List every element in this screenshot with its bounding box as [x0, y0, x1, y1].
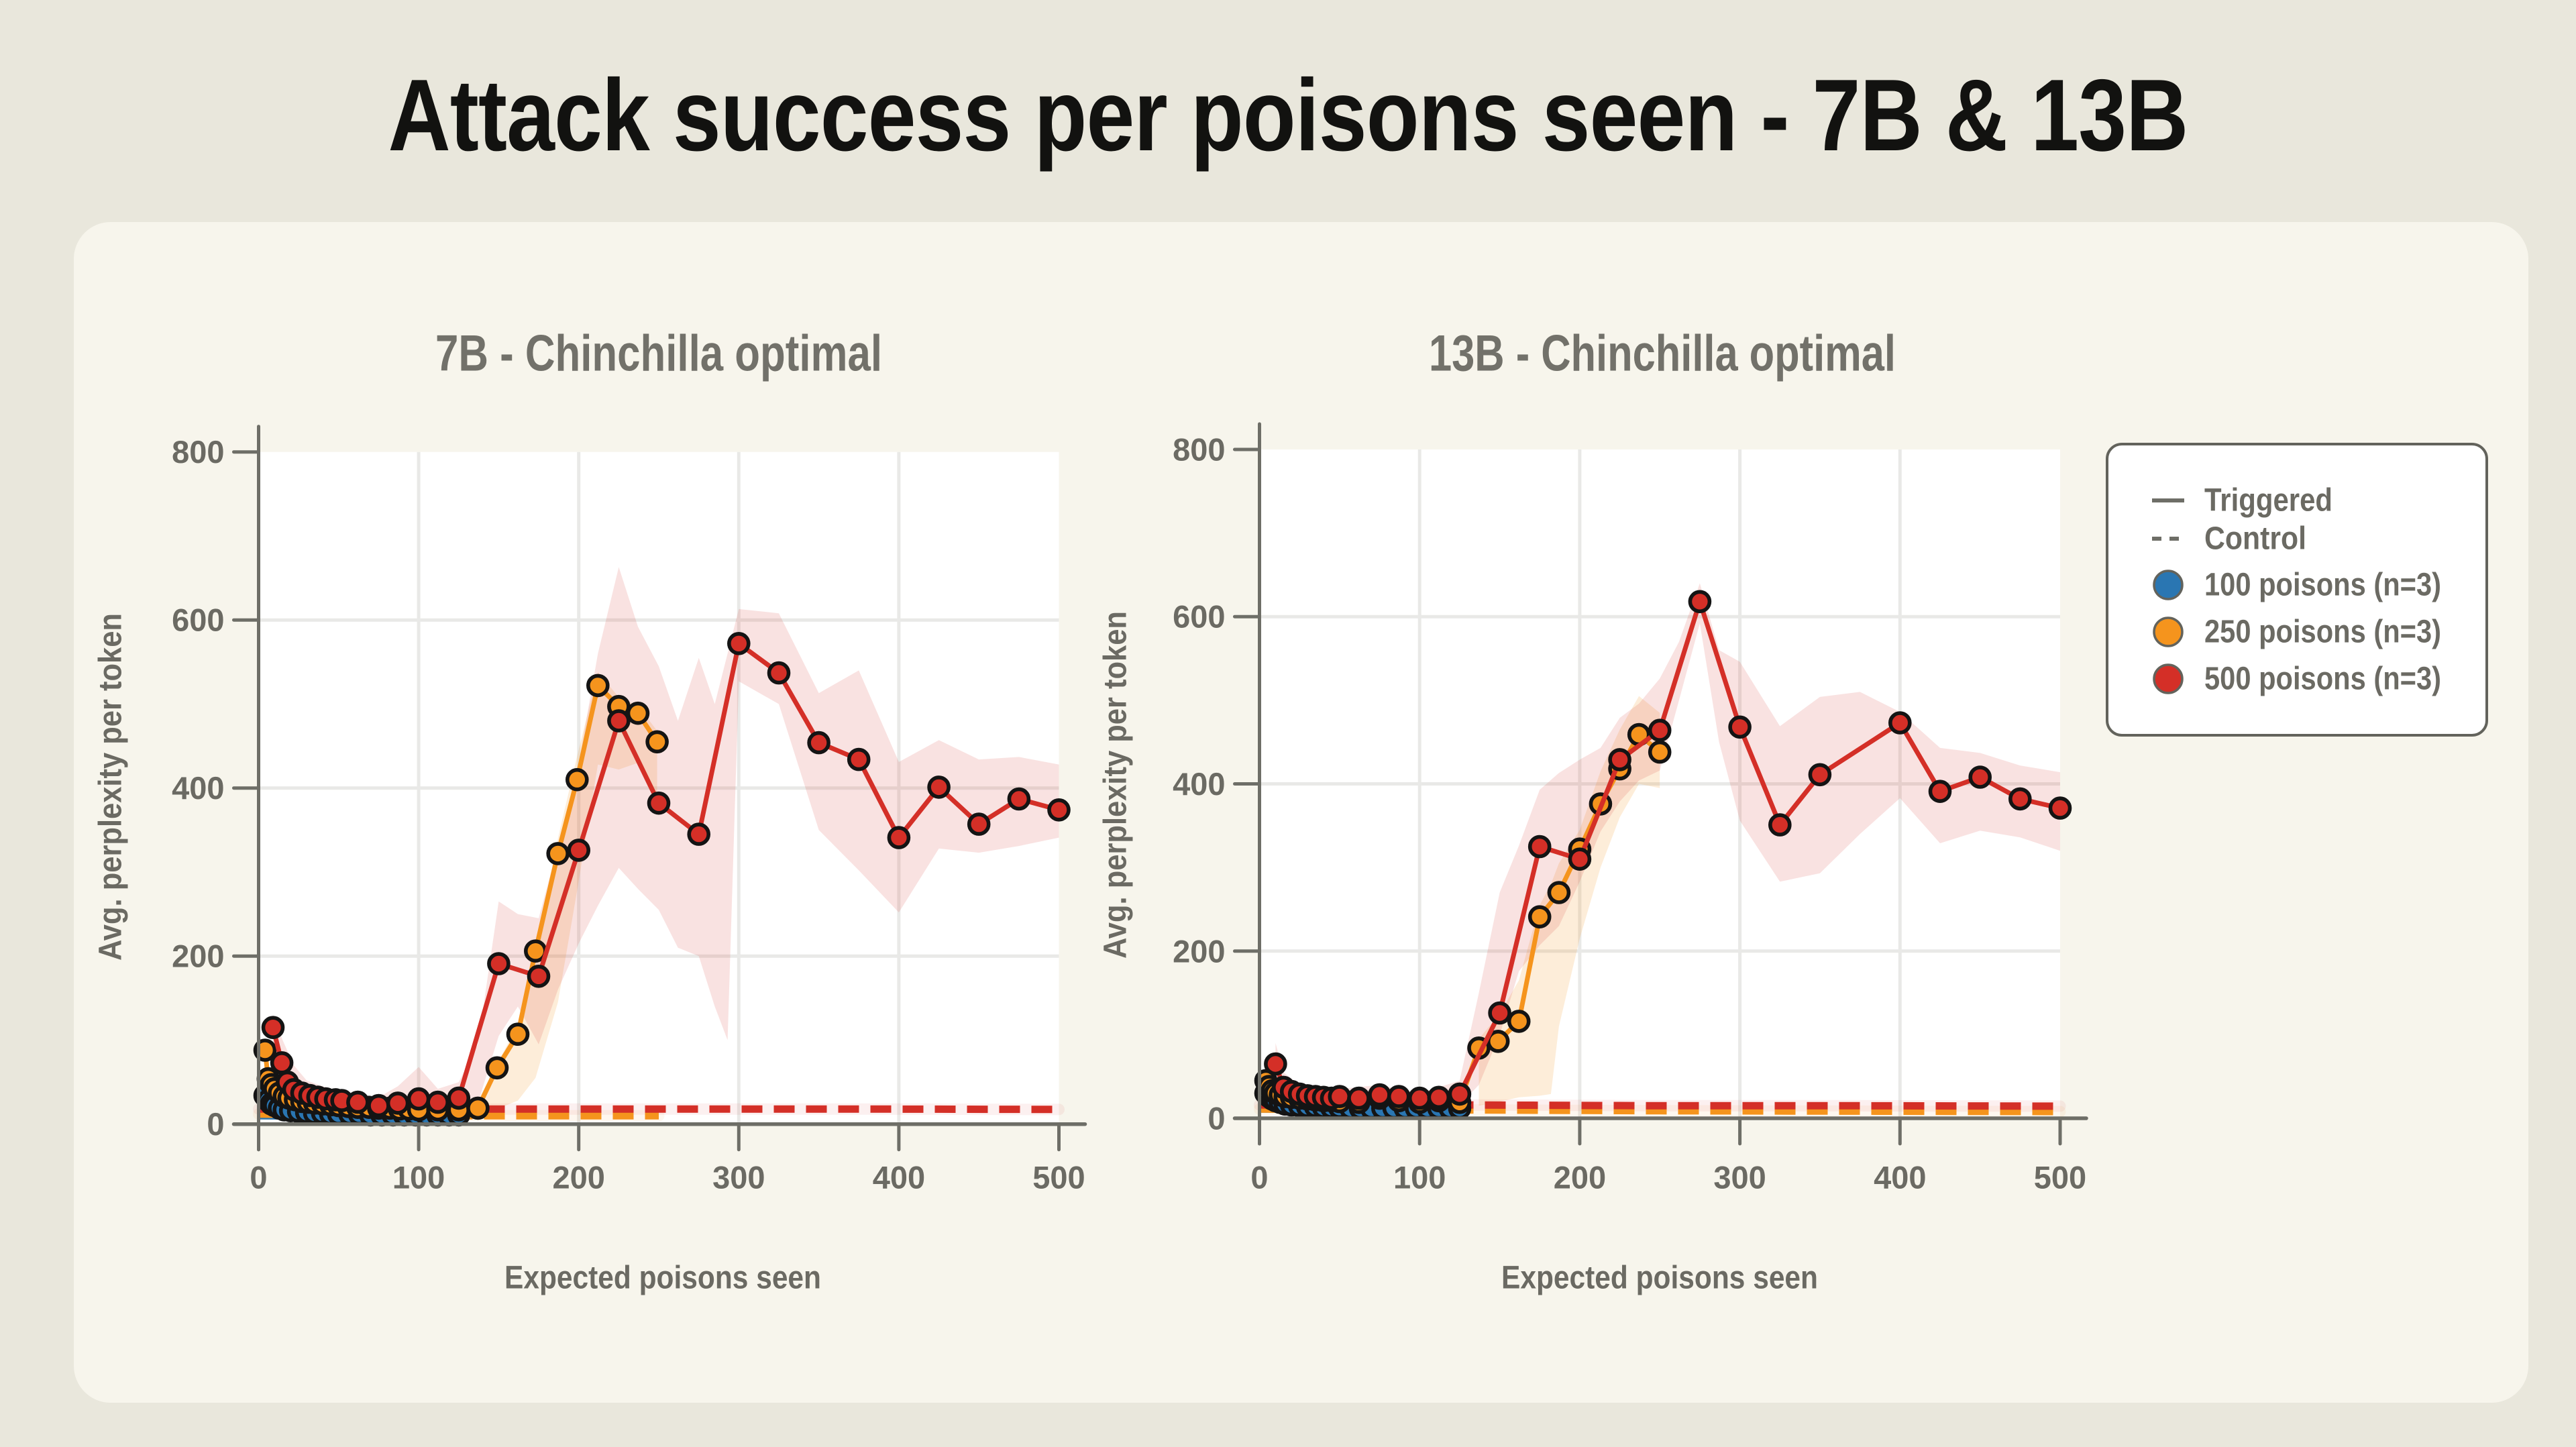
svg-text:7B - Chinchilla optimal: 7B - Chinchilla optimal: [435, 325, 882, 382]
svg-text:500: 500: [1032, 1160, 1085, 1195]
svg-text:0: 0: [1208, 1101, 1225, 1136]
svg-text:Avg. perplexity per token: Avg. perplexity per token: [1098, 611, 1134, 959]
svg-text:500 poisons (n=3): 500 poisons (n=3): [2204, 661, 2441, 697]
svg-text:600: 600: [1173, 599, 1225, 635]
svg-text:Triggered: Triggered: [2204, 483, 2332, 519]
svg-text:200: 200: [552, 1160, 604, 1195]
svg-text:400: 400: [873, 1160, 925, 1195]
svg-text:Control: Control: [2204, 521, 2306, 557]
svg-text:Avg. perplexity per token: Avg. perplexity per token: [93, 613, 129, 961]
svg-text:0: 0: [250, 1160, 267, 1195]
svg-text:Attack success per poisons see: Attack success per poisons seen - 7B & 1…: [388, 58, 2188, 172]
svg-text:250 poisons (n=3): 250 poisons (n=3): [2204, 614, 2441, 650]
svg-text:200: 200: [1554, 1160, 1606, 1195]
svg-text:13B - Chinchilla optimal: 13B - Chinchilla optimal: [1429, 325, 1896, 382]
svg-text:0: 0: [1250, 1160, 1268, 1195]
svg-text:800: 800: [172, 434, 224, 470]
svg-text:500: 500: [2034, 1160, 2086, 1195]
svg-text:600: 600: [172, 602, 224, 638]
svg-text:300: 300: [1713, 1160, 1766, 1195]
svg-text:200: 200: [172, 939, 224, 974]
svg-text:Expected poisons seen: Expected poisons seen: [504, 1261, 821, 1296]
svg-text:100: 100: [1393, 1160, 1446, 1195]
svg-text:400: 400: [1173, 766, 1225, 802]
svg-text:0: 0: [207, 1106, 224, 1142]
svg-text:800: 800: [1173, 432, 1225, 468]
svg-text:400: 400: [1874, 1160, 1926, 1195]
svg-text:100: 100: [392, 1160, 445, 1195]
svg-text:400: 400: [172, 770, 224, 806]
svg-text:100 poisons (n=3): 100 poisons (n=3): [2204, 568, 2441, 603]
svg-text:300: 300: [712, 1160, 765, 1195]
svg-text:200: 200: [1173, 933, 1225, 969]
svg-text:Expected poisons seen: Expected poisons seen: [1501, 1261, 1818, 1296]
